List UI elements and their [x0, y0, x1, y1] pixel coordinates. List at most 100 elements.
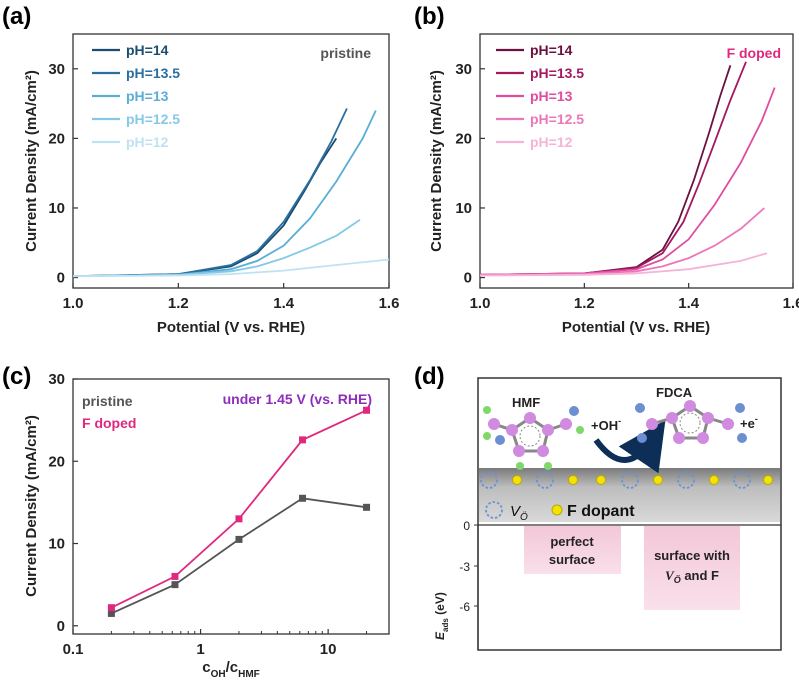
electron-label: +e- — [740, 414, 758, 431]
bar2-line2: VÖ and F — [665, 568, 719, 585]
oh-label: +OH- — [591, 416, 621, 433]
chart-annotation: pristine — [320, 45, 371, 61]
y-tick-label: 30 — [48, 61, 65, 78]
dopant-legend-icon — [551, 504, 563, 516]
plot-frame — [72, 33, 390, 289]
y-tick-label: 10 — [48, 536, 65, 553]
series-line-2 — [72, 110, 377, 278]
legend-label: pH=14 — [530, 42, 573, 58]
vacancy-legend-icon — [485, 501, 503, 519]
reaction-arrow-icon — [593, 420, 666, 474]
legend-label: F doped — [82, 415, 136, 431]
legend-label: pH=12.5 — [126, 111, 180, 127]
f-dopant-icon — [653, 475, 663, 485]
x-tick-label: 1.2 — [574, 295, 595, 312]
energy-bar-perfect — [524, 526, 621, 574]
y-axis-title: Current Density (mA/cm²) — [23, 70, 40, 252]
x-tick-label: 1.0 — [63, 295, 84, 312]
panel-d-frame — [477, 377, 782, 651]
oxygen-vacancy-icon — [733, 471, 751, 489]
data-point — [363, 406, 371, 414]
y-tick-label: 10 — [48, 200, 65, 217]
legend-label: pH=14 — [126, 42, 169, 58]
y-tick-label: 20 — [48, 130, 65, 147]
series-line-3 — [72, 219, 361, 278]
series-line-1 — [111, 409, 367, 609]
legend-label: pH=12.5 — [530, 111, 584, 127]
y-tick-label: 0 — [57, 270, 65, 287]
series-line-4 — [72, 258, 390, 278]
x-axis-title: cOH/cHMF — [202, 659, 260, 680]
f-dopant-icon — [596, 475, 606, 485]
data-point — [107, 609, 115, 617]
f-dopant-icon — [512, 475, 522, 485]
y-tick-label: 20 — [455, 130, 472, 147]
data-point — [171, 581, 179, 589]
catalyst-surface — [479, 468, 780, 522]
data-point — [171, 572, 179, 580]
x-tick-label: 1 — [196, 641, 204, 658]
oxygen-vacancy-icon — [677, 471, 695, 489]
legend-label: pH=13.5 — [126, 65, 180, 81]
energy-tick-0: 0 — [463, 519, 470, 533]
series-line-4 — [479, 252, 768, 277]
f-dopant-icon — [763, 475, 773, 485]
data-point — [235, 515, 243, 523]
chart-a: 1.0 1.2 1.4 1.6 0 10 20 30 Current Density (mA/c… — [23, 33, 400, 336]
vacancy-legend-label: VÖ — [510, 503, 528, 523]
f-dopant-icon — [568, 475, 578, 485]
data-point — [235, 535, 243, 543]
f-dopant-icon — [709, 475, 719, 485]
y-tick-label: 10 — [455, 200, 472, 217]
data-point — [299, 494, 307, 502]
x-tick-label: 1.0 — [470, 295, 491, 312]
x-tick-label: 1.4 — [678, 295, 700, 312]
data-point — [299, 436, 307, 444]
hmf-molecule-icon — [483, 406, 584, 470]
legend-label: pH=13 — [530, 88, 573, 104]
plot-frame — [479, 33, 794, 289]
x-axis-title: Potential (V vs. RHE) — [157, 319, 305, 336]
series-line-3 — [479, 207, 765, 276]
y-axis-title: Current Density (mA/cm²) — [23, 415, 40, 597]
chart-annotation: F doped — [727, 45, 781, 61]
x-axis-title: Potential (V vs. RHE) — [562, 319, 710, 336]
dopant-legend-label: F dopant — [567, 503, 635, 520]
legend-label: pH=12 — [126, 134, 169, 150]
chart-annotation: under 1.45 V (vs. RHE) — [223, 391, 372, 407]
x-tick-label: 1.6 — [783, 295, 799, 312]
panel-d-diagram: HMF +OH- FDCA +e- — [433, 377, 782, 651]
chart-c: 0.1 1 10 0 10 20 30 Current Density (mA/cm²) cOH… — [23, 371, 390, 680]
bar2-line1: surface with — [654, 548, 730, 563]
panel-label-a: (a) — [2, 3, 31, 30]
x-tick-label: 1.4 — [273, 295, 295, 312]
hmf-label: HMF — [512, 395, 540, 410]
x-tick-label: 1.2 — [168, 295, 189, 312]
legend-label: pH=13.5 — [530, 65, 584, 81]
energy-axis-title: Eads (eV) — [433, 592, 450, 640]
series-line-0 — [72, 137, 338, 278]
y-tick-label: 0 — [57, 618, 65, 635]
surface-sites — [480, 471, 773, 489]
series-line-1 — [72, 108, 348, 278]
legend-label: pH=13 — [126, 88, 169, 104]
bar1-line1: perfect — [550, 534, 594, 549]
x-tick-label: 1.6 — [379, 295, 400, 312]
x-tick-label: 10 — [320, 641, 337, 658]
y-tick-label: 30 — [455, 61, 472, 78]
y-axis-title: Current Density (mA/cm²) — [428, 70, 445, 252]
oxygen-vacancy-icon — [536, 471, 554, 489]
energy-bar-modified — [644, 526, 740, 610]
y-tick-label: 20 — [48, 453, 65, 470]
chart-b: 1.0 1.2 1.4 1.6 0 10 20 30 Current Density (mA/c… — [428, 33, 799, 336]
series-line-2 — [479, 87, 776, 276]
fdca-label: FDCA — [656, 385, 693, 400]
y-tick-label: 0 — [464, 270, 472, 287]
energy-tick-3: -3 — [459, 560, 470, 574]
data-point — [107, 604, 115, 612]
panel-label-c: (c) — [2, 363, 31, 390]
energy-tick-6: -6 — [459, 600, 470, 614]
plot-frame — [72, 378, 390, 635]
legend-label: pH=12 — [530, 134, 573, 150]
